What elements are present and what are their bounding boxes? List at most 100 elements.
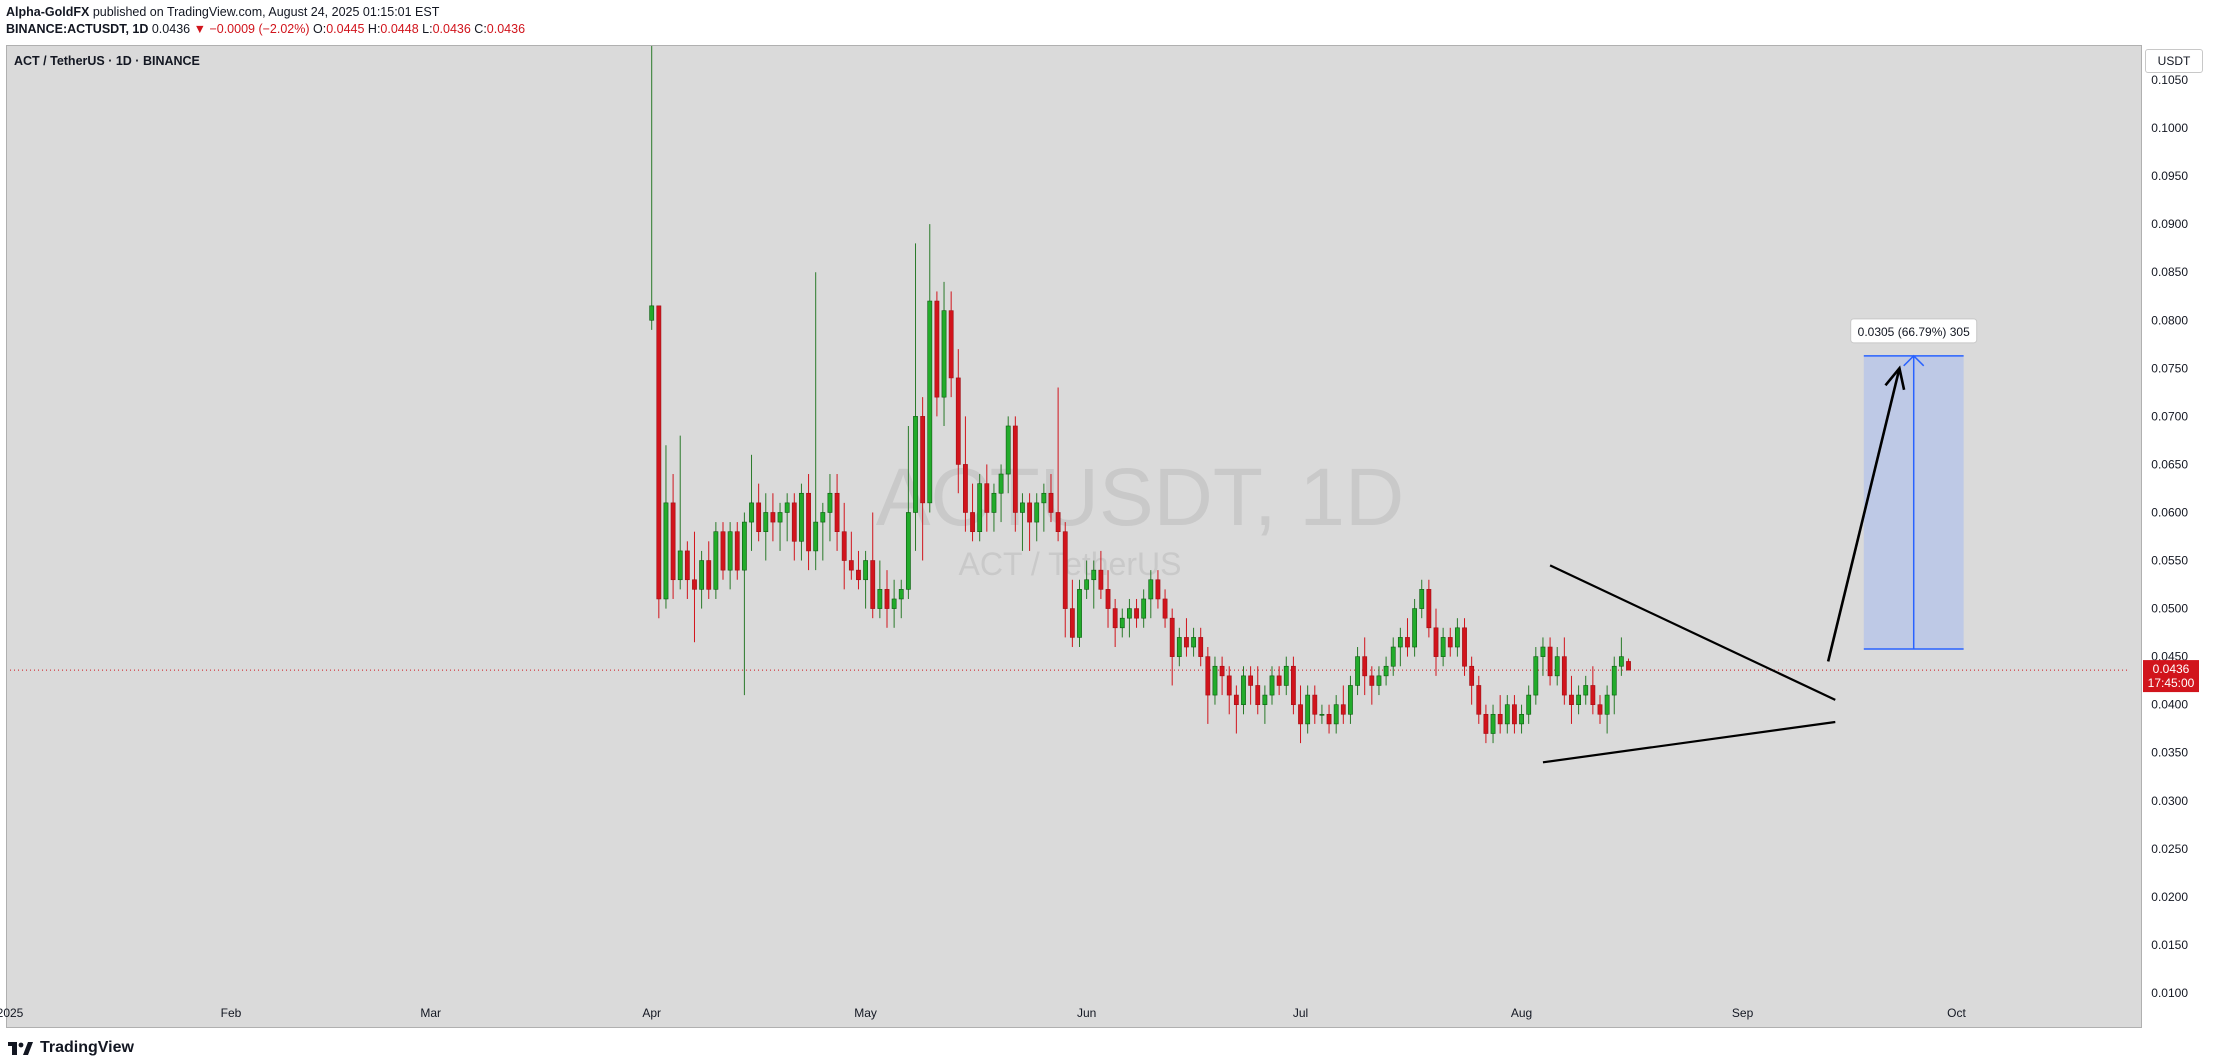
x-tick-label: 2025	[0, 1006, 24, 1020]
candle-down	[1561, 656, 1567, 696]
y-tick-label: 0.0400	[2151, 698, 2188, 712]
candle-down	[770, 512, 776, 523]
candle-up	[784, 502, 790, 513]
candle-up	[663, 502, 669, 600]
candle-down	[656, 305, 662, 600]
candle-up	[1348, 685, 1353, 715]
candle-down	[1340, 704, 1346, 715]
candle-down	[1426, 589, 1432, 629]
candle-down	[963, 464, 968, 513]
candle-down	[756, 502, 762, 532]
x-tick-label: Apr	[642, 1006, 661, 1020]
candle-down	[1155, 579, 1161, 600]
projection-arrowhead	[1884, 365, 1906, 391]
candle-down	[1048, 492, 1054, 513]
high-label: H:	[367, 22, 381, 36]
candle-up	[820, 512, 826, 523]
y-tick-label: 0.1000	[2151, 121, 2188, 135]
candle-up	[1554, 656, 1560, 677]
candle-down	[841, 531, 847, 561]
tradingview-logo[interactable]: TradingView	[8, 1036, 134, 1060]
candle-up	[763, 512, 769, 532]
last-price: 0.0436	[151, 22, 191, 36]
y-tick-label: 0.0250	[2151, 842, 2188, 856]
low-label: L:	[422, 22, 433, 36]
y-tick-label: 0.1050	[2151, 73, 2188, 87]
ohlc-line: BINANCE:ACTUSDT, 1D 0.0436 ▼ −0.0009 (−2…	[6, 21, 525, 38]
close-value: 0.0436	[486, 22, 526, 36]
projection-arrow	[1826, 368, 1901, 662]
y-tick-label: 0.0950	[2151, 169, 2188, 183]
candle-up	[1618, 656, 1624, 667]
candle-down	[1462, 627, 1467, 667]
candle-up	[727, 531, 733, 571]
measure-label: 0.0305 (66.79%) 305	[1858, 325, 1970, 339]
candle-down	[1547, 646, 1553, 677]
y-tick-label: 0.0850	[2151, 265, 2188, 279]
candle-up	[991, 492, 997, 513]
down-triangle-icon: ▼	[193, 22, 206, 36]
y-tick-label: 0.0300	[2151, 794, 2188, 808]
candle-up	[713, 531, 719, 590]
candle-up	[1091, 569, 1097, 581]
candle-down	[1312, 694, 1318, 715]
price-change: −0.0009 (−2.02%)	[209, 22, 310, 36]
candle-up	[1283, 665, 1289, 686]
candle-down	[1226, 675, 1232, 696]
candle-down	[1469, 665, 1475, 686]
candle-up	[1583, 685, 1589, 696]
candle-up	[1333, 704, 1339, 725]
candle-up	[1355, 656, 1360, 686]
candle-down	[1169, 617, 1175, 657]
symbol-interval: BINANCE:ACTUSDT, 1D	[6, 22, 149, 36]
watermark-symbol: ACTUSDT, 1D	[876, 452, 1405, 543]
candle-up	[1490, 713, 1496, 734]
candle-up	[1419, 589, 1425, 609]
candle-up	[677, 550, 683, 581]
candle-down	[1483, 713, 1489, 734]
countdown-label: 17:45:00	[2148, 676, 2195, 690]
candle-up	[1191, 637, 1196, 648]
candle-down	[1012, 425, 1018, 513]
candle-down	[1233, 694, 1239, 705]
candle-up	[827, 492, 833, 513]
candle-up	[1141, 598, 1147, 619]
candle-up	[1576, 694, 1581, 705]
candle-up	[941, 310, 947, 398]
candle-up	[1305, 694, 1311, 725]
y-tick-label: 0.0900	[2151, 217, 2188, 231]
candle-down	[1219, 665, 1225, 677]
currency-button[interactable]: USDT	[2145, 49, 2203, 73]
candle-up	[1454, 627, 1460, 648]
candle-down	[806, 492, 811, 552]
x-tick-label: Sep	[1732, 1006, 1754, 1020]
candle-down	[1105, 589, 1111, 609]
low-value: 0.0436	[432, 22, 471, 36]
last-price-label: 0.0436	[2153, 662, 2190, 676]
candle-down	[1255, 685, 1261, 705]
chart-legend[interactable]: ACT / TetherUS · 1D · BINANCE	[14, 54, 200, 68]
candle-down	[920, 416, 926, 504]
candle-down	[1205, 656, 1211, 696]
candle-up	[898, 589, 904, 600]
candle-down	[1597, 704, 1603, 715]
candle-down	[884, 589, 890, 609]
candle-down	[1112, 608, 1118, 629]
candle-down	[934, 300, 940, 398]
candle-up	[1526, 694, 1532, 715]
candle-down	[1276, 675, 1282, 686]
candle-up	[977, 483, 983, 532]
lower-trendline	[1542, 720, 1836, 764]
y-tick-label: 0.0600	[2151, 505, 2188, 519]
candle-up	[863, 560, 868, 581]
high-value: 0.0448	[380, 22, 419, 36]
author-name[interactable]: Alpha-GoldFX	[6, 5, 90, 19]
y-tick-label: 0.0550	[2151, 554, 2188, 568]
chart-area[interactable]	[6, 45, 2142, 1028]
close-label: C:	[474, 22, 487, 36]
candle-up	[1005, 425, 1011, 475]
candle-up	[1084, 579, 1090, 590]
candle-up	[699, 560, 705, 590]
candle-down	[684, 550, 690, 581]
